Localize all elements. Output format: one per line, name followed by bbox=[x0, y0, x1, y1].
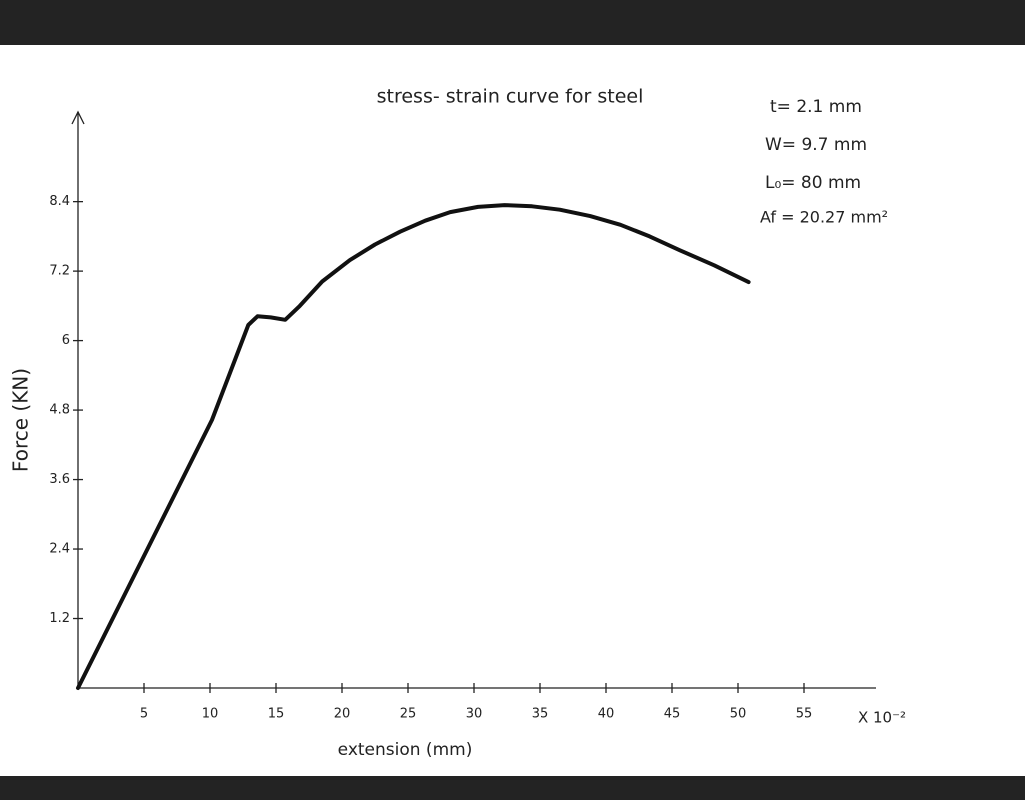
y-tick-label: 3.6 bbox=[49, 472, 70, 487]
y-tick-label: 8.4 bbox=[49, 194, 70, 209]
annotation: W= 9.7 mm bbox=[765, 135, 867, 155]
x-tick-label: 10 bbox=[202, 707, 219, 722]
chart-title: stress- strain curve for steel bbox=[377, 86, 644, 108]
x-tick-label: 30 bbox=[466, 707, 483, 722]
x-tick-label: 35 bbox=[532, 707, 549, 722]
x-tick-label: 55 bbox=[796, 707, 813, 722]
x-tick-label: 50 bbox=[730, 707, 747, 722]
annotation: t= 2.1 mm bbox=[770, 97, 862, 117]
bottom-bar bbox=[0, 776, 1025, 800]
x-tick-label: 40 bbox=[598, 707, 615, 722]
annotation: Af = 20.27 mm² bbox=[760, 208, 888, 227]
x-tick-label: 25 bbox=[400, 707, 417, 722]
y-tick-label: 6 bbox=[62, 333, 70, 348]
y-tick-label: 1.2 bbox=[49, 611, 70, 626]
x-tick-label: 15 bbox=[268, 707, 285, 722]
x-multiplier: X 10⁻² bbox=[858, 709, 906, 727]
y-tick-label: 4.8 bbox=[49, 403, 70, 418]
y-axis-arrow bbox=[71, 110, 85, 125]
annotation: L₀= 80 mm bbox=[765, 173, 861, 193]
x-tick-label: 45 bbox=[664, 707, 681, 722]
x-tick-label: 5 bbox=[140, 707, 148, 722]
x-axis-label: extension (mm) bbox=[338, 740, 473, 760]
x-tick-label: 20 bbox=[334, 707, 351, 722]
y-axis-label: Force (KN) bbox=[9, 368, 33, 472]
top-bar bbox=[0, 0, 1025, 45]
y-tick-label: 7.2 bbox=[49, 264, 70, 279]
data-line bbox=[76, 203, 751, 690]
y-tick-label: 2.4 bbox=[49, 542, 70, 557]
